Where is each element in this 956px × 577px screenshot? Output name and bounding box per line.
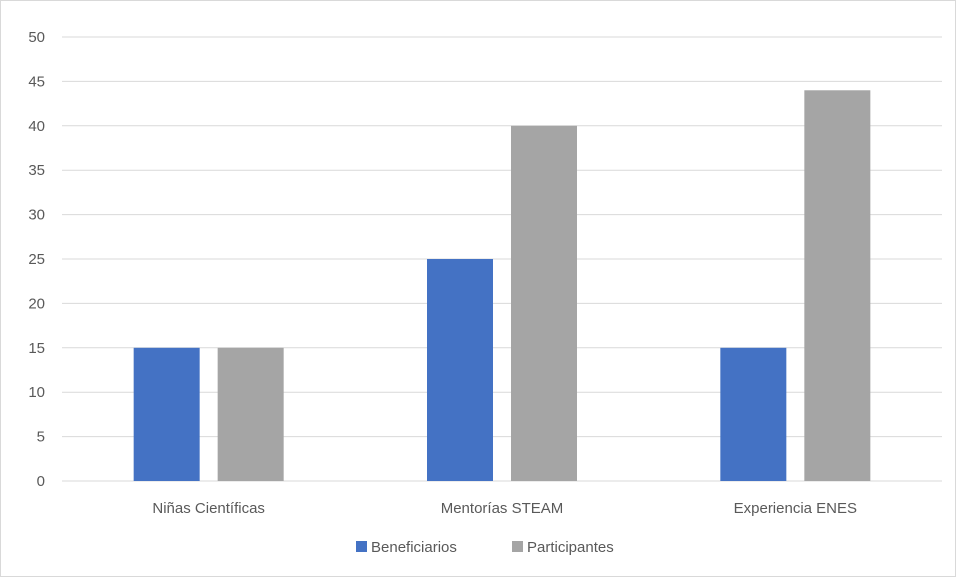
y-tick-label: 0: [37, 473, 45, 490]
y-tick-label: 25: [28, 251, 45, 268]
y-tick-label: 30: [28, 207, 45, 224]
y-tick-label: 10: [28, 384, 45, 401]
legend: Beneficiarios Participantes: [356, 539, 614, 556]
bars: [133, 90, 871, 482]
legend-swatch-beneficiarios: [356, 541, 367, 552]
y-tick-label: 15: [28, 340, 45, 357]
x-category-label: Mentorías STEAM: [441, 500, 564, 517]
y-tick-label: 20: [28, 295, 45, 312]
x-category-label: Niñas Científicas: [152, 500, 265, 517]
y-axis-ticks: 0 5 10 15 20 25 30 35 40 45 50: [28, 29, 45, 490]
bar-participantes-1: [511, 125, 577, 482]
y-tick-label: 5: [37, 429, 45, 446]
legend-label-beneficiarios: Beneficiarios: [371, 539, 457, 556]
x-axis-labels: Niñas Científicas Mentorías STEAM Experien…: [152, 500, 857, 517]
y-tick-label: 45: [28, 73, 45, 90]
bar-beneficiarios-0: [133, 347, 200, 481]
x-category-label: Experiencia ENES: [734, 500, 857, 517]
y-tick-label: 40: [28, 118, 45, 135]
gridlines: [62, 36, 942, 482]
y-tick-label: 50: [28, 29, 45, 46]
bar-beneficiarios-2: [720, 347, 787, 481]
legend-swatch-participantes: [512, 541, 523, 552]
bar-beneficiarios-1: [427, 259, 493, 481]
bar-participantes-0: [217, 347, 284, 481]
legend-label-participantes: Participantes: [527, 539, 614, 556]
y-tick-label: 35: [28, 162, 45, 179]
bar-participantes-2: [804, 90, 871, 481]
